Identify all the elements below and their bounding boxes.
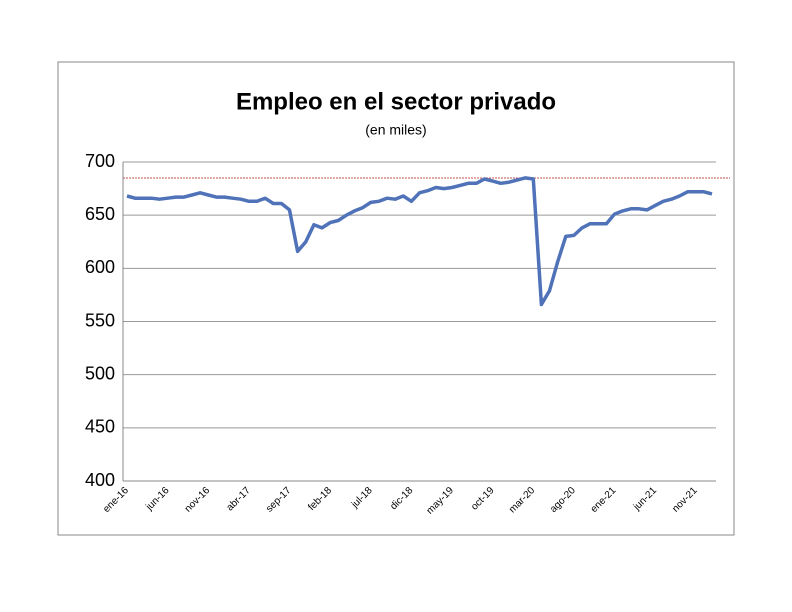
- y-tick-label: 500: [85, 363, 115, 383]
- y-tick-label: 450: [85, 417, 115, 437]
- chart-title: Empleo en el sector privado: [236, 88, 556, 115]
- y-tick-label: 650: [85, 204, 115, 224]
- chart-subtitle: (en miles): [365, 122, 426, 138]
- chart-frame: [57, 61, 735, 536]
- y-tick-label: 550: [85, 310, 115, 330]
- y-tick-label: 400: [85, 470, 115, 490]
- y-tick-label: 700: [85, 151, 115, 171]
- data-line: [126, 176, 713, 307]
- y-tick-label: 600: [85, 257, 115, 277]
